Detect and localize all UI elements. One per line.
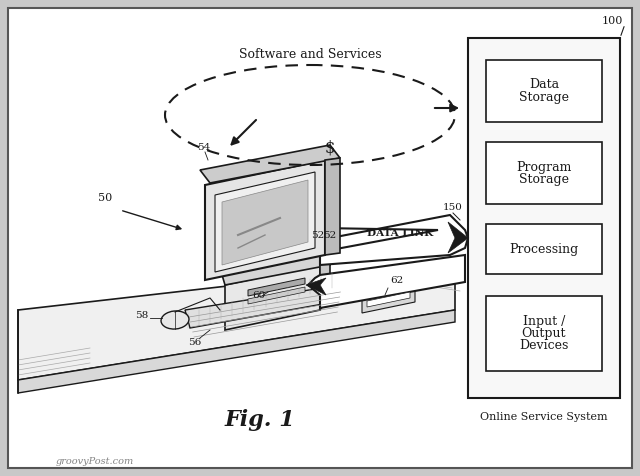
Text: Storage: Storage: [519, 172, 569, 186]
Text: 52: 52: [312, 230, 324, 239]
Polygon shape: [362, 290, 415, 313]
Polygon shape: [18, 260, 455, 380]
Text: Processing: Processing: [509, 242, 579, 256]
Polygon shape: [200, 145, 340, 183]
Polygon shape: [248, 278, 305, 296]
Polygon shape: [205, 160, 325, 280]
Bar: [486, 142, 602, 204]
Polygon shape: [320, 250, 330, 310]
Polygon shape: [18, 310, 455, 393]
Polygon shape: [222, 180, 308, 265]
Ellipse shape: [161, 311, 189, 329]
Text: 56: 56: [188, 338, 202, 347]
Text: 52: 52: [323, 230, 336, 239]
Bar: [486, 224, 602, 274]
Text: 62: 62: [390, 276, 403, 285]
Bar: [486, 296, 602, 371]
Text: Output: Output: [522, 327, 566, 340]
Text: Storage: Storage: [519, 90, 569, 103]
Polygon shape: [308, 255, 465, 308]
Text: Devices: Devices: [519, 339, 569, 352]
Polygon shape: [185, 285, 345, 328]
Text: Input /: Input /: [523, 315, 565, 328]
Text: 54: 54: [197, 143, 211, 152]
Polygon shape: [220, 250, 330, 285]
Text: Program: Program: [516, 160, 572, 173]
Text: $: $: [324, 139, 335, 157]
Polygon shape: [248, 287, 305, 304]
Polygon shape: [367, 292, 410, 307]
Text: Software and Services: Software and Services: [239, 49, 381, 61]
Polygon shape: [215, 172, 315, 272]
Text: Online Service System: Online Service System: [480, 412, 608, 422]
Text: Fig. 1: Fig. 1: [225, 409, 296, 431]
Text: 100: 100: [602, 16, 623, 26]
Text: groovyPost.com: groovyPost.com: [56, 457, 134, 466]
Text: Data: Data: [529, 79, 559, 91]
Polygon shape: [225, 265, 320, 330]
Text: 50: 50: [98, 193, 112, 203]
Bar: [486, 60, 602, 122]
Polygon shape: [325, 158, 340, 255]
Polygon shape: [245, 235, 310, 263]
Text: DATA LINK: DATA LINK: [367, 229, 433, 238]
Bar: [468, 38, 620, 398]
Text: 60: 60: [252, 291, 265, 300]
Polygon shape: [306, 278, 326, 295]
Text: 150: 150: [443, 204, 463, 212]
Polygon shape: [320, 215, 468, 265]
Polygon shape: [448, 222, 468, 253]
Text: 58: 58: [135, 311, 148, 320]
